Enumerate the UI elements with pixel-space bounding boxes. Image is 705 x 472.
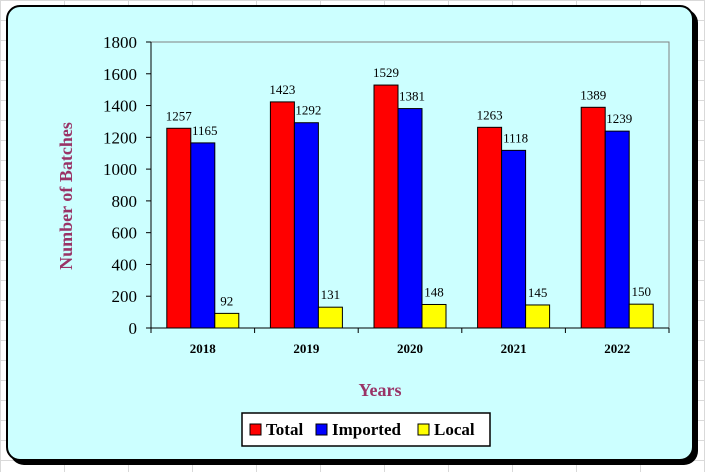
bar-imported-2021[interactable] <box>501 149 527 329</box>
y-tick-label: 1400 <box>103 97 137 116</box>
bar-local-2020[interactable] <box>421 303 447 329</box>
data-label: 1423 <box>269 82 295 97</box>
bar-imported-2019[interactable] <box>293 122 319 329</box>
data-label: 150 <box>631 284 651 299</box>
y-tick-label: 0 <box>129 319 138 338</box>
legend-label-local: Local <box>434 420 475 439</box>
bar-local-2019[interactable] <box>317 306 343 329</box>
y-tick-label: 1600 <box>103 65 137 84</box>
bar-total-2020[interactable] <box>373 84 399 329</box>
y-tick-label: 400 <box>112 255 138 274</box>
legend-swatch-total <box>249 423 262 436</box>
legend-label-imported: Imported <box>332 420 401 439</box>
y-tick-label: 1200 <box>103 128 137 147</box>
plot-area: 0 200 400 600 800 1000 1200 1400 1600 1800 1257116… <box>103 33 670 356</box>
data-label: 1257 <box>166 108 193 123</box>
bar-total-2021[interactable] <box>477 126 503 329</box>
data-label: 1381 <box>399 89 425 104</box>
x-tick-label: 2021 <box>501 341 527 356</box>
x-tick-label: 2020 <box>397 341 423 356</box>
bar-total-2018[interactable] <box>166 127 192 329</box>
legend-box <box>241 412 491 447</box>
data-label: 145 <box>528 285 548 300</box>
data-label: 1118 <box>503 130 528 145</box>
data-label: 148 <box>424 284 444 299</box>
bar-imported-2022[interactable] <box>604 130 630 329</box>
y-tick-label: 1800 <box>103 33 137 52</box>
bar-local-2021[interactable] <box>525 304 551 329</box>
data-label: 92 <box>220 293 233 308</box>
data-label: 1292 <box>295 103 321 118</box>
y-tick-label: 1000 <box>103 160 137 179</box>
bar-local-2018[interactable] <box>214 312 240 329</box>
legend-label-total: Total <box>266 420 303 439</box>
x-tick-label: 2022 <box>604 341 630 356</box>
y-tick-label: 800 <box>112 192 138 211</box>
data-label: 1263 <box>477 107 503 122</box>
y-axis-title: Number of Batches <box>56 122 76 270</box>
x-tick-label: 2018 <box>190 341 217 356</box>
legend: Total Imported Local <box>241 412 491 447</box>
data-label: 131 <box>321 287 341 302</box>
x-tick-label: 2019 <box>293 341 320 356</box>
legend-swatch-local <box>417 423 430 436</box>
data-label: 1529 <box>373 65 399 80</box>
data-label: 1389 <box>580 87 606 102</box>
legend-swatch-imported <box>315 423 328 436</box>
bar-imported-2020[interactable] <box>397 108 423 329</box>
data-label: 1165 <box>192 123 218 138</box>
x-axis-title: Years <box>359 380 402 400</box>
bar-total-2022[interactable] <box>580 106 606 329</box>
bar-imported-2018[interactable] <box>190 142 216 329</box>
y-tick-label: 200 <box>112 287 138 306</box>
bar-local-2022[interactable] <box>628 303 654 329</box>
data-label: 1239 <box>606 111 632 126</box>
bar-total-2019[interactable] <box>269 101 295 329</box>
y-tick-label: 600 <box>112 224 138 243</box>
